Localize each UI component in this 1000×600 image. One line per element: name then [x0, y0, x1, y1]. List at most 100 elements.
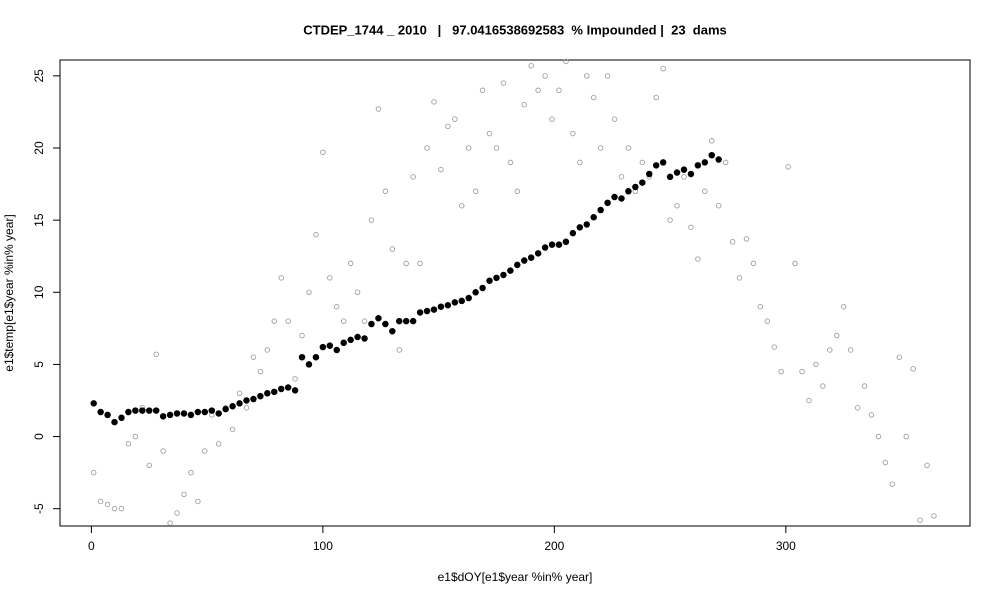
- point: [438, 166, 444, 173]
- y-tick-label: 15: [32, 213, 46, 227]
- point: [861, 383, 868, 389]
- point: [90, 469, 97, 476]
- point: [334, 303, 340, 310]
- point: [813, 361, 819, 368]
- point: [514, 261, 521, 269]
- point: [319, 343, 327, 351]
- point: [118, 505, 125, 512]
- point: [167, 520, 173, 526]
- point: [882, 459, 889, 466]
- point: [827, 347, 833, 353]
- point: [452, 116, 458, 122]
- point: [541, 244, 549, 251]
- point: [597, 206, 604, 214]
- point: [632, 183, 639, 191]
- point: [674, 202, 680, 209]
- y-tick-label: 5: [32, 361, 46, 368]
- point: [459, 202, 465, 209]
- point: [354, 289, 361, 296]
- point: [889, 481, 896, 487]
- point: [285, 318, 291, 324]
- point: [146, 407, 153, 414]
- point: [667, 217, 673, 223]
- point: [215, 410, 222, 417]
- point: [326, 342, 334, 349]
- point: [396, 347, 403, 353]
- point: [257, 368, 264, 375]
- point: [347, 336, 354, 344]
- point: [639, 159, 646, 166]
- point: [292, 376, 298, 382]
- point: [195, 498, 201, 505]
- point: [527, 254, 535, 261]
- point: [924, 462, 930, 469]
- point: [688, 224, 694, 231]
- point: [611, 116, 618, 122]
- point: [590, 94, 597, 101]
- point: [792, 260, 798, 267]
- point: [111, 418, 118, 426]
- point: [673, 169, 681, 176]
- point: [847, 347, 854, 353]
- point: [868, 412, 875, 418]
- point: [472, 188, 479, 195]
- point: [570, 130, 576, 137]
- point: [764, 318, 771, 324]
- point: [681, 174, 687, 180]
- point: [174, 510, 180, 516]
- point: [201, 408, 209, 416]
- point: [709, 138, 715, 144]
- point: [423, 307, 431, 315]
- point: [486, 277, 493, 284]
- point: [424, 145, 430, 151]
- x-tick-label: 0: [88, 539, 95, 553]
- point: [785, 164, 791, 170]
- point: [132, 433, 139, 440]
- point: [389, 327, 396, 335]
- point: [361, 335, 368, 342]
- point: [666, 173, 674, 181]
- point: [152, 407, 160, 414]
- point: [486, 130, 493, 137]
- point: [854, 404, 861, 411]
- chart-title: CTDEP_1744 _ 2010 | 97.0416538692583 % I…: [303, 22, 727, 37]
- point: [618, 195, 625, 202]
- point: [194, 408, 202, 416]
- x-tick-label: 200: [544, 539, 564, 553]
- x-axis-label: e1$dOY[e1$year %in% year]: [438, 570, 593, 584]
- point: [416, 309, 424, 316]
- point: [229, 403, 236, 410]
- point: [542, 73, 548, 79]
- point: [361, 318, 368, 324]
- point: [277, 385, 285, 393]
- point: [298, 353, 306, 361]
- point: [417, 260, 423, 267]
- point: [548, 241, 556, 248]
- point: [153, 351, 159, 358]
- point: [340, 339, 347, 347]
- point: [132, 407, 139, 414]
- point: [368, 320, 375, 328]
- point: [125, 408, 132, 416]
- point: [702, 188, 708, 195]
- point: [396, 317, 403, 325]
- point: [111, 505, 118, 512]
- point: [97, 498, 104, 505]
- point: [729, 239, 736, 245]
- point: [680, 166, 688, 173]
- x-tick-label: 300: [776, 539, 796, 553]
- point: [368, 217, 375, 223]
- point: [146, 462, 153, 469]
- point: [625, 145, 632, 151]
- point: [173, 410, 181, 417]
- point: [660, 65, 666, 72]
- point: [104, 501, 111, 508]
- point: [90, 400, 97, 407]
- point: [430, 306, 438, 313]
- point: [750, 260, 757, 267]
- point: [271, 318, 278, 324]
- point: [160, 448, 166, 454]
- point: [465, 145, 472, 151]
- point: [583, 221, 591, 228]
- point: [507, 267, 514, 274]
